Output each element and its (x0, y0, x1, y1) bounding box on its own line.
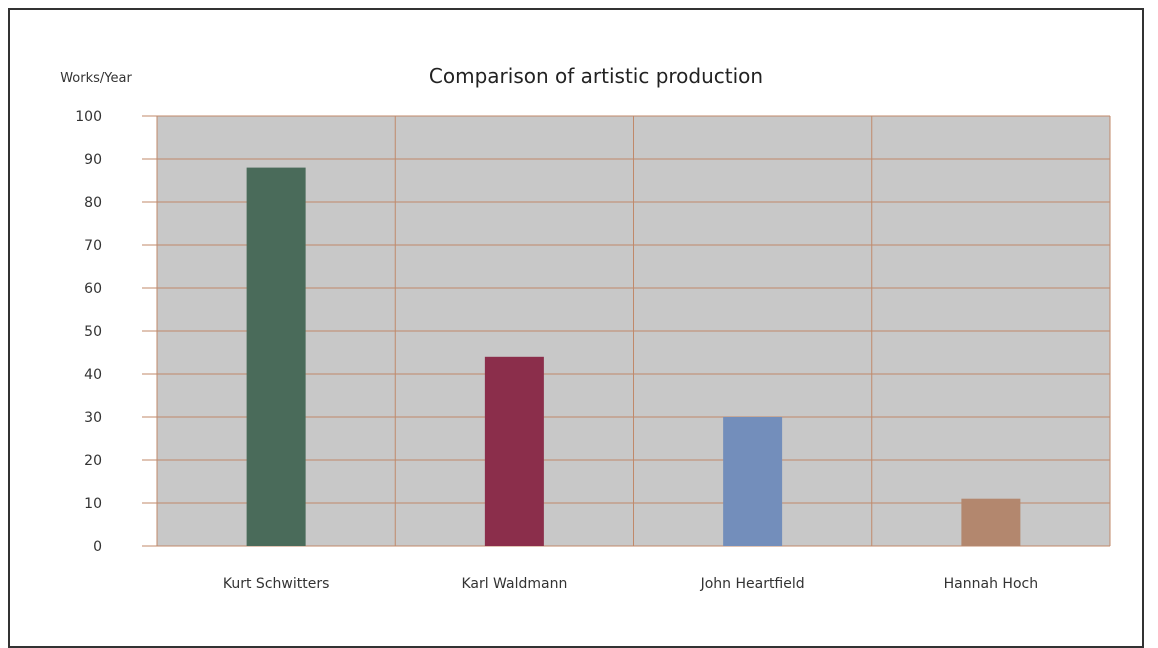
bar (723, 417, 783, 546)
y-tick-label: 80 (84, 195, 102, 211)
y-tick-label: 50 (84, 324, 102, 340)
bar (246, 167, 306, 546)
y-tick-label: 60 (84, 281, 102, 297)
axis-labels: 0 10 20 30 40 50 60 70 80 90 100 Kurt Schwitters Kar… (75, 109, 1038, 592)
y-tick-label: 70 (84, 238, 102, 254)
y-tick-label: 30 (84, 410, 102, 426)
chart-frame: Comparison of artistic production Works/… (8, 8, 1144, 648)
bar-chart: Comparison of artistic production Works/… (60, 64, 1111, 592)
x-category-label: Karl Waldmann (461, 576, 567, 592)
y-tick-label: 20 (84, 453, 102, 469)
y-tick-label: 10 (84, 496, 102, 512)
y-tick-label: 0 (93, 539, 102, 555)
y-tick-label: 90 (84, 152, 102, 168)
y-tick-label: 40 (84, 367, 102, 383)
x-category-label: Hannah Hoch (944, 576, 1038, 592)
y-tick-label: 100 (75, 109, 102, 125)
y-axis-label: Works/Year (60, 71, 132, 86)
bar (484, 356, 544, 546)
chart-title: Comparison of artistic production (429, 64, 763, 88)
x-category-label: John Heartfield (700, 576, 805, 592)
x-category-label: Kurt Schwitters (223, 576, 330, 592)
bars (246, 167, 1021, 546)
bar (961, 498, 1021, 546)
